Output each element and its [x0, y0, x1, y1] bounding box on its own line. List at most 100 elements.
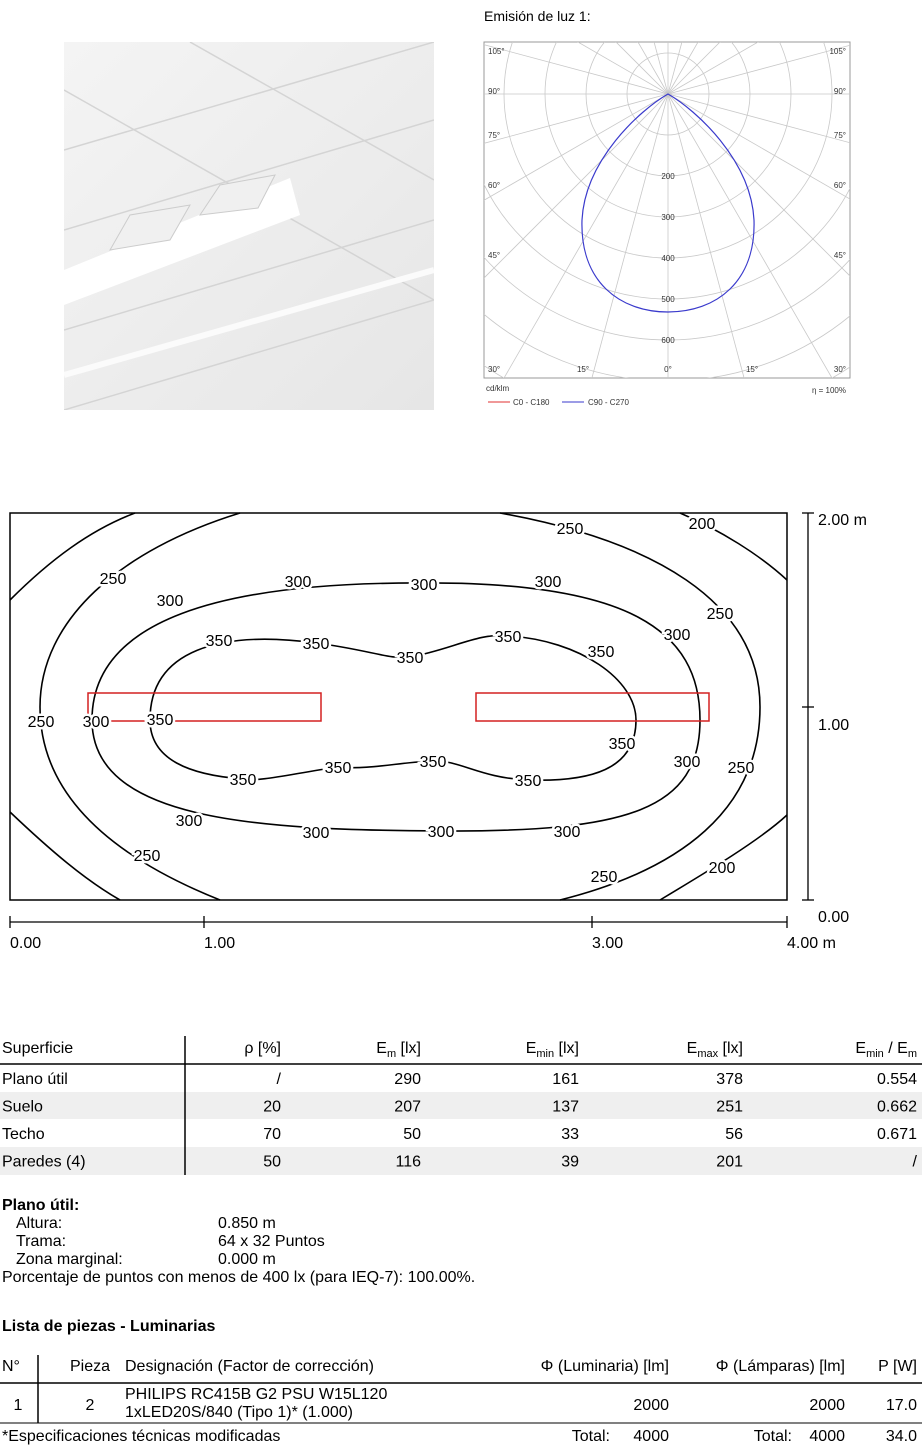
contour-label: 250 [100, 571, 127, 588]
table-cell: 207 [394, 1099, 421, 1116]
table-cell: Suelo [2, 1099, 43, 1116]
angle-label: 15° [746, 365, 758, 374]
table-cell: 70 [263, 1126, 281, 1143]
radial-label: 400 [661, 254, 675, 263]
contour-label: 300 [411, 577, 438, 594]
header-part: min [536, 1048, 554, 1060]
angle-label: 75° [488, 131, 500, 140]
angle-label: 60° [834, 181, 846, 190]
table-header: Emin [lx] [526, 1040, 579, 1060]
x-axis-label: 0.00 [10, 935, 41, 952]
efficiency: η = 100% [812, 386, 846, 395]
header-part: min [866, 1048, 884, 1060]
x-axis-label: 4.00 m [787, 935, 836, 952]
angle-label: 75° [834, 131, 846, 140]
contour-label: 300 [535, 574, 562, 591]
table-cell: / [277, 1071, 282, 1088]
angle-label: 45° [488, 251, 500, 260]
legend-label: C0 - C180 [513, 398, 550, 407]
total-value: 4000 [809, 1428, 845, 1445]
field-label: Altura: [16, 1215, 62, 1232]
angle-label: 15° [577, 365, 589, 374]
y-axis-label: 1.00 [818, 717, 849, 734]
header-part: E [855, 1040, 866, 1057]
contour-label: 350 [147, 712, 174, 729]
table-cell: Plano útil [2, 1071, 68, 1088]
table-cell: Techo [2, 1126, 45, 1143]
table-header: Designación (Factor de corrección) [125, 1358, 374, 1375]
table-header: Superficie [2, 1040, 73, 1057]
contour-label: 300 [674, 754, 701, 771]
table-cell: 0.554 [877, 1071, 917, 1088]
contour-label: 300 [83, 714, 110, 731]
field-value: 64 x 32 Puntos [218, 1233, 325, 1250]
table-cell: 17.0 [886, 1397, 917, 1414]
footnote: *Especificaciones técnicas modificadas [2, 1428, 280, 1445]
total-value: 34.0 [886, 1428, 917, 1445]
table-cell: 2000 [809, 1397, 845, 1414]
y-axis-label: 0.00 [818, 909, 849, 926]
field-label: Trama: [16, 1233, 66, 1250]
contour-label: 300 [285, 574, 312, 591]
header-part: E [526, 1040, 537, 1057]
contour-label: 350 [230, 772, 257, 789]
section-title: Plano útil: [2, 1197, 79, 1214]
table-header: Φ (Lámparas) [lm] [716, 1358, 845, 1375]
angle-label: 90° [834, 87, 846, 96]
contour-label: 250 [28, 714, 55, 731]
contour-label: 300 [554, 824, 581, 841]
contour-label: 350 [420, 754, 447, 771]
contour-label: 350 [303, 636, 330, 653]
contour-label: 300 [303, 825, 330, 842]
contour-label: 350 [397, 650, 424, 667]
table-header: Φ (Luminaria) [lm] [541, 1358, 669, 1375]
table-header: Pieza [70, 1358, 110, 1375]
angle-label: 45° [834, 251, 846, 260]
table-cell: 56 [725, 1126, 743, 1143]
contour-label: 250 [591, 869, 618, 886]
radial-label: 600 [661, 336, 675, 345]
total-label: Total: [754, 1428, 792, 1445]
contour-label: 250 [728, 760, 755, 777]
contour-label: 200 [689, 516, 716, 533]
contour-label: 250 [707, 606, 734, 623]
table-cell: 33 [561, 1126, 579, 1143]
table-cell: 290 [394, 1071, 421, 1088]
header-part: E [376, 1040, 387, 1057]
note: Porcentaje de puntos con menos de 400 lx… [2, 1269, 475, 1286]
total-label: Total: [572, 1428, 610, 1445]
table-header: P [W] [878, 1358, 917, 1375]
table-cell: 50 [403, 1126, 421, 1143]
table-cell: 251 [716, 1099, 743, 1116]
table-cell: PHILIPS RC415B G2 PSU W15L120 [125, 1386, 387, 1403]
table-header: N° [2, 1358, 20, 1375]
total-value: 4000 [633, 1428, 669, 1445]
angle-label: 30° [834, 365, 846, 374]
table-header: Emax [lx] [687, 1040, 743, 1060]
angle-label: 60° [488, 181, 500, 190]
contour-label: 200 [709, 860, 736, 877]
polar-title: Emisión de luz 1: [484, 8, 591, 24]
page: Emisión de luz 1: cd/klm C0 - C180 C90 -… [0, 0, 922, 1451]
angle-label: 90° [488, 87, 500, 96]
header-part: max [697, 1048, 718, 1060]
contour-label: 350 [495, 629, 522, 646]
table-cell: 137 [552, 1099, 579, 1116]
header-part: E [687, 1040, 698, 1057]
table-cell: 2000 [633, 1397, 669, 1414]
contour-label: 250 [134, 848, 161, 865]
contour-label: 300 [428, 824, 455, 841]
contour-label: 300 [157, 593, 184, 610]
header-part: / E [884, 1040, 908, 1057]
table-cell: 0.662 [877, 1099, 917, 1116]
table-cell: 201 [716, 1154, 743, 1171]
table-cell: 161 [552, 1071, 579, 1088]
isoline-plot: 250 200 250 300 300 300 300 250 300 350 350 350 350 3… [10, 512, 867, 952]
header-part: [lx] [718, 1040, 743, 1057]
header-part: m [908, 1048, 917, 1060]
angle-label: 105° [488, 47, 505, 56]
contour-label: 350 [609, 736, 636, 753]
table-cell: 116 [395, 1154, 421, 1171]
product-photo [64, 42, 434, 410]
legend-label: C90 - C270 [588, 398, 629, 407]
